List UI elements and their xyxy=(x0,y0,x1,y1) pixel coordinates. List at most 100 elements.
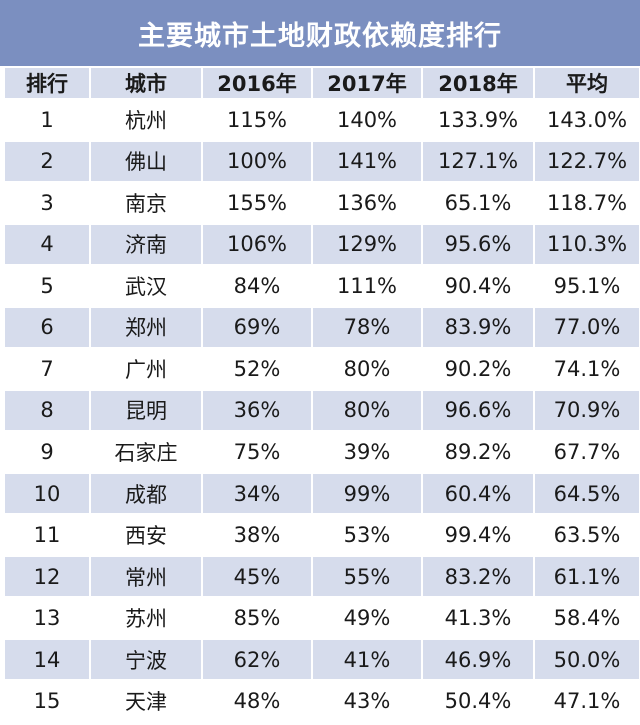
rank-cell: 14 xyxy=(5,639,89,680)
table-row: 8 昆明 36% 80% 96.6% 70.9% xyxy=(5,390,639,431)
header-2018: 2018年 xyxy=(423,68,533,98)
value-2018-cell: 83.9% xyxy=(423,307,533,348)
rank-cell: 7 xyxy=(5,349,89,389)
value-2017-cell: 80% xyxy=(313,349,421,389)
value-2018-cell: 133.9% xyxy=(423,100,533,140)
value-2018-cell: 90.4% xyxy=(423,266,533,306)
rank-cell: 1 xyxy=(5,100,89,140)
value-2017-cell: 39% xyxy=(313,432,421,472)
average-cell: 95.1% xyxy=(535,266,639,306)
header-row: 排行 城市 2016年 2017年 2018年 平均 xyxy=(5,68,639,98)
value-2016-cell: 36% xyxy=(203,390,311,431)
average-cell: 50.0% xyxy=(535,639,639,680)
table-row: 14 宁波 62% 41% 46.9% 50.0% xyxy=(5,639,639,680)
city-cell: 昆明 xyxy=(91,390,201,431)
average-cell: 61.1% xyxy=(535,556,639,597)
city-cell: 石家庄 xyxy=(91,432,201,472)
value-2017-cell: 78% xyxy=(313,307,421,348)
rank-cell: 12 xyxy=(5,556,89,597)
rank-cell: 5 xyxy=(5,266,89,306)
table-row: 3 南京 155% 136% 65.1% 118.7% xyxy=(5,183,639,223)
average-cell: 143.0% xyxy=(535,100,639,140)
value-2017-cell: 140% xyxy=(313,100,421,140)
value-2016-cell: 52% xyxy=(203,349,311,389)
value-2017-cell: 111% xyxy=(313,266,421,306)
table-row: 13 苏州 85% 49% 41.3% 58.4% xyxy=(5,598,639,638)
city-cell: 天津 xyxy=(91,681,201,721)
value-2018-cell: 99.4% xyxy=(423,515,533,555)
value-2018-cell: 50.4% xyxy=(423,681,533,721)
value-2017-cell: 99% xyxy=(313,473,421,514)
city-cell: 宁波 xyxy=(91,639,201,680)
city-cell: 佛山 xyxy=(91,141,201,182)
table-row: 5 武汉 84% 111% 90.4% 95.1% xyxy=(5,266,639,306)
average-cell: 67.7% xyxy=(535,432,639,472)
city-cell: 南京 xyxy=(91,183,201,223)
value-2017-cell: 41% xyxy=(313,639,421,680)
value-2016-cell: 85% xyxy=(203,598,311,638)
table-row: 10 成都 34% 99% 60.4% 64.5% xyxy=(5,473,639,514)
value-2018-cell: 89.2% xyxy=(423,432,533,472)
table-row: 15 天津 48% 43% 50.4% 47.1% xyxy=(5,681,639,721)
value-2016-cell: 115% xyxy=(203,100,311,140)
rank-cell: 9 xyxy=(5,432,89,472)
value-2016-cell: 106% xyxy=(203,224,311,265)
city-cell: 苏州 xyxy=(91,598,201,638)
city-cell: 武汉 xyxy=(91,266,201,306)
value-2017-cell: 53% xyxy=(313,515,421,555)
table-title: 主要城市土地财政依赖度排行 xyxy=(0,0,640,66)
city-cell: 广州 xyxy=(91,349,201,389)
average-cell: 77.0% xyxy=(535,307,639,348)
rank-cell: 15 xyxy=(5,681,89,721)
value-2018-cell: 83.2% xyxy=(423,556,533,597)
header-2017: 2017年 xyxy=(313,68,421,98)
value-2016-cell: 48% xyxy=(203,681,311,721)
city-cell: 杭州 xyxy=(91,100,201,140)
header-2016: 2016年 xyxy=(203,68,311,98)
average-cell: 122.7% xyxy=(535,141,639,182)
value-2016-cell: 34% xyxy=(203,473,311,514)
table-body: 1 杭州 115% 140% 133.9% 143.0% 2 佛山 100% 141% 127.1%… xyxy=(5,100,639,721)
city-cell: 郑州 xyxy=(91,307,201,348)
average-cell: 118.7% xyxy=(535,183,639,223)
value-2016-cell: 38% xyxy=(203,515,311,555)
value-2017-cell: 141% xyxy=(313,141,421,182)
average-cell: 47.1% xyxy=(535,681,639,721)
value-2016-cell: 69% xyxy=(203,307,311,348)
city-cell: 济南 xyxy=(91,224,201,265)
value-2018-cell: 41.3% xyxy=(423,598,533,638)
header-average: 平均 xyxy=(535,68,639,98)
table-row: 12 常州 45% 55% 83.2% 61.1% xyxy=(5,556,639,597)
average-cell: 74.1% xyxy=(535,349,639,389)
table-row: 9 石家庄 75% 39% 89.2% 67.7% xyxy=(5,432,639,472)
average-cell: 63.5% xyxy=(535,515,639,555)
value-2018-cell: 60.4% xyxy=(423,473,533,514)
value-2018-cell: 46.9% xyxy=(423,639,533,680)
header-city: 城市 xyxy=(91,68,201,98)
value-2018-cell: 127.1% xyxy=(423,141,533,182)
value-2017-cell: 43% xyxy=(313,681,421,721)
table-row: 2 佛山 100% 141% 127.1% 122.7% xyxy=(5,141,639,182)
rank-cell: 10 xyxy=(5,473,89,514)
ranking-table: 排行 城市 2016年 2017年 2018年 平均 1 杭州 115% 140% 13… xyxy=(3,66,640,723)
table-row: 7 广州 52% 80% 90.2% 74.1% xyxy=(5,349,639,389)
table-row: 6 郑州 69% 78% 83.9% 77.0% xyxy=(5,307,639,348)
city-cell: 西安 xyxy=(91,515,201,555)
rank-cell: 4 xyxy=(5,224,89,265)
average-cell: 70.9% xyxy=(535,390,639,431)
table-row: 11 西安 38% 53% 99.4% 63.5% xyxy=(5,515,639,555)
rank-cell: 13 xyxy=(5,598,89,638)
rank-cell: 2 xyxy=(5,141,89,182)
value-2016-cell: 62% xyxy=(203,639,311,680)
value-2016-cell: 155% xyxy=(203,183,311,223)
rank-cell: 8 xyxy=(5,390,89,431)
value-2018-cell: 65.1% xyxy=(423,183,533,223)
average-cell: 64.5% xyxy=(535,473,639,514)
value-2018-cell: 96.6% xyxy=(423,390,533,431)
rank-cell: 3 xyxy=(5,183,89,223)
rank-cell: 6 xyxy=(5,307,89,348)
value-2016-cell: 75% xyxy=(203,432,311,472)
value-2017-cell: 136% xyxy=(313,183,421,223)
table-row: 1 杭州 115% 140% 133.9% 143.0% xyxy=(5,100,639,140)
